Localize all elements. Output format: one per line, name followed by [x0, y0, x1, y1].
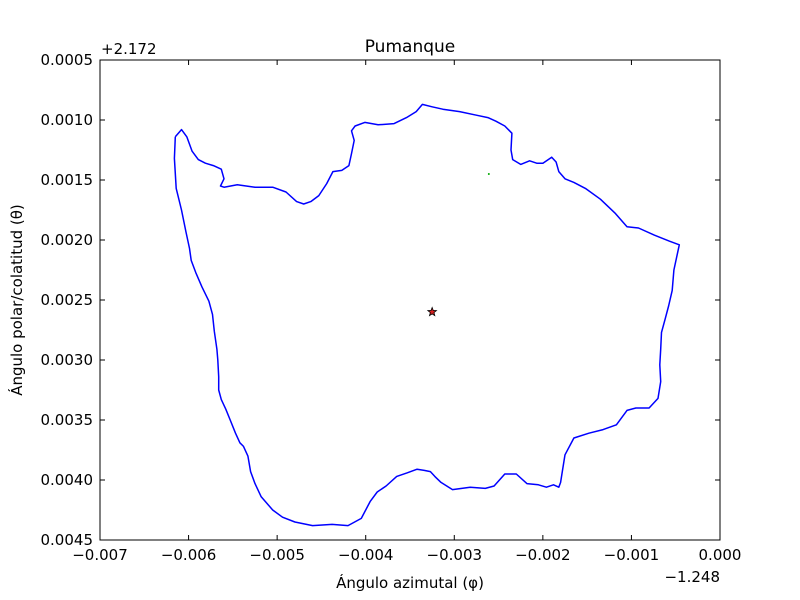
x-tick-label: −0.003: [427, 546, 483, 564]
y-tick-label: 0.0015: [41, 171, 94, 189]
x-offset-label: −1.248: [664, 568, 720, 586]
y-tick-label: 0.0035: [41, 411, 94, 429]
y-tick-label: 0.0010: [41, 111, 94, 129]
x-tick-label: −0.002: [515, 546, 571, 564]
plot-content: [173, 103, 681, 527]
boundary-line: [173, 103, 681, 527]
x-tick-label: −0.007: [72, 546, 128, 564]
x-tick-label: 0.000: [699, 546, 742, 564]
x-axis-label: Ángulo azimutal (φ): [336, 573, 484, 592]
y-axis-label: Ángulo polar/colatitud (θ): [7, 204, 26, 396]
y-tick-label: 0.0045: [41, 531, 94, 549]
y-tick-group: 0.0005 0.0010 0.0015 0.0020 0.0025 0.0030 0.00…: [41, 51, 720, 549]
y-tick-label: 0.0025: [41, 291, 94, 309]
x-tick-label: −0.001: [604, 546, 660, 564]
y-tick-label: 0.0030: [41, 351, 94, 369]
green-point-marker: [487, 173, 490, 175]
y-offset-label: +2.172: [101, 40, 157, 58]
plot-frame: [99, 59, 721, 541]
center-star-marker: [426, 306, 438, 317]
x-tick-label: −0.005: [249, 546, 305, 564]
y-tick-label: 0.0005: [41, 51, 94, 69]
x-tick-label: −0.004: [338, 546, 394, 564]
y-tick-label: 0.0040: [41, 471, 94, 489]
x-tick-label: −0.006: [161, 546, 217, 564]
y-tick-label: 0.0020: [41, 231, 94, 249]
x-tick-group: −0.007 −0.006 −0.005 −0.004 −0.003 −0.002 −0.0…: [72, 60, 741, 564]
chart-title: Pumanque: [365, 37, 456, 57]
